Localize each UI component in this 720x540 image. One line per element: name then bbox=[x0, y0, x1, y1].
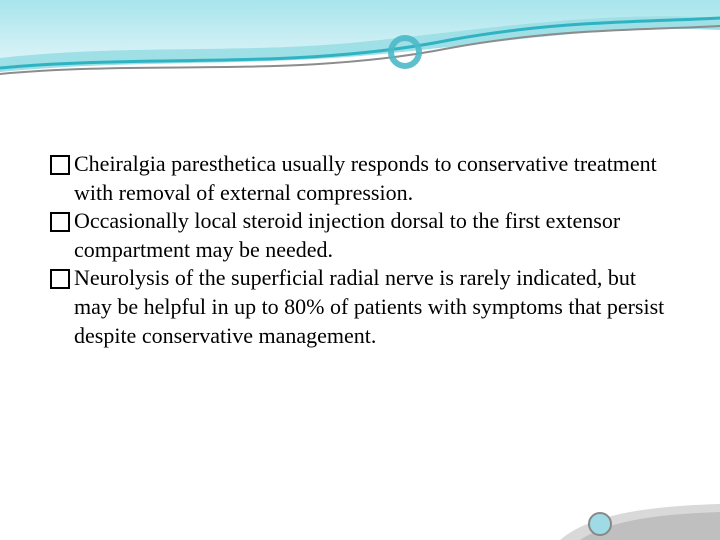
bullet-text: Cheiralgia paresthetica usually responds… bbox=[74, 150, 670, 207]
list-item: Occasionally local steroid injection dor… bbox=[50, 207, 670, 264]
bullet-text: Occasionally local steroid injection dor… bbox=[74, 207, 670, 264]
list-item: Cheiralgia paresthetica usually responds… bbox=[50, 150, 670, 207]
slide: Cheiralgia paresthetica usually responds… bbox=[0, 0, 720, 540]
bullet-marker-icon bbox=[50, 155, 70, 175]
bullet-text: Neurolysis of the superficial radial ner… bbox=[74, 264, 670, 350]
content-area: Cheiralgia paresthetica usually responds… bbox=[50, 150, 670, 350]
bullet-marker-icon bbox=[50, 212, 70, 232]
header-wave-decoration bbox=[0, 0, 720, 110]
footer-decoration bbox=[540, 480, 720, 540]
bullet-marker-icon bbox=[50, 269, 70, 289]
list-item: Neurolysis of the superficial radial ner… bbox=[50, 264, 670, 350]
